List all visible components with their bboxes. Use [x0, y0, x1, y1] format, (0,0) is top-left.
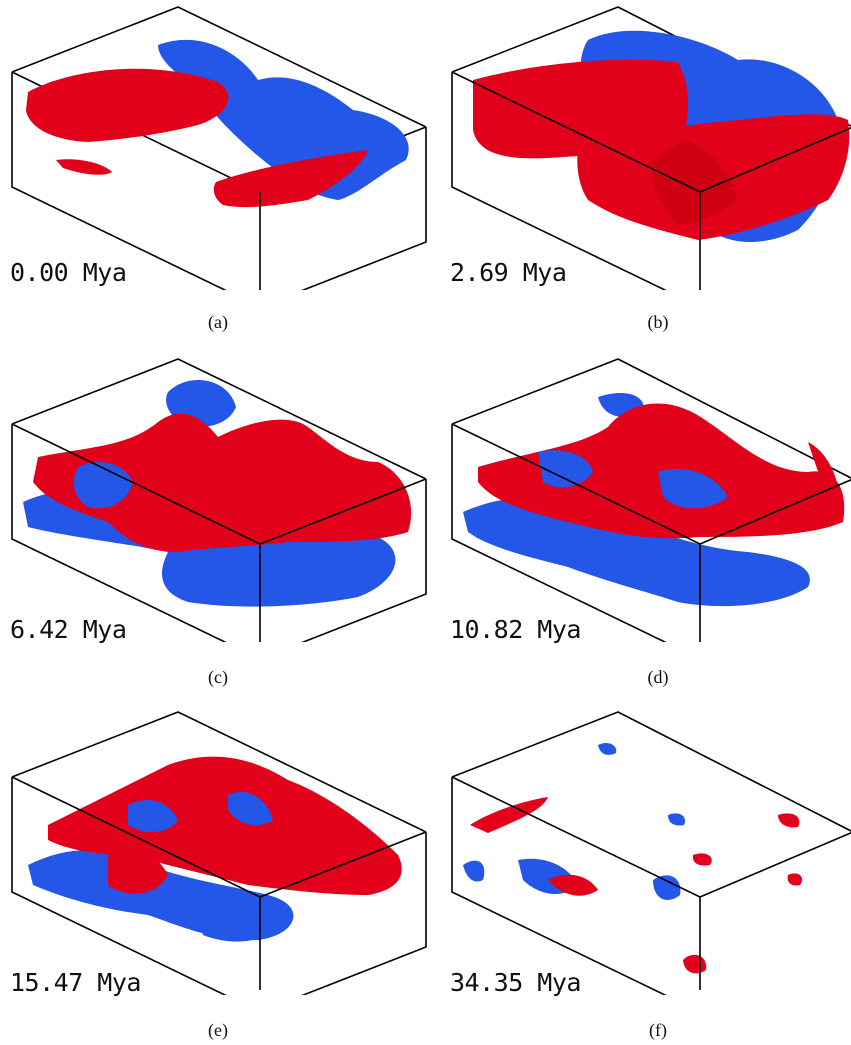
time-label: 6.42 Mya: [10, 615, 127, 644]
isosurface-render-c: [11, 358, 427, 642]
isosurface-render-a: [11, 6, 427, 290]
panel-a: 0.00 Mya (a): [8, 0, 428, 332]
isosurface-render-e: [11, 711, 427, 995]
panel-b: 2.69 Mya (b): [448, 0, 851, 332]
panel-caption: (a): [208, 312, 228, 332]
panel-caption: (d): [647, 667, 669, 687]
time-label: 15.47 Mya: [10, 968, 141, 997]
panel-d: 10.82 Mya (d): [448, 352, 851, 687]
panel-caption: (c): [208, 667, 228, 687]
isosurface-render-b: [451, 6, 851, 290]
time-label: 2.69 Mya: [450, 258, 567, 287]
time-label: 0.00 Mya: [10, 258, 127, 287]
panel-c: 6.42 Mya (c): [8, 352, 428, 687]
panel-caption: (e): [208, 1020, 228, 1040]
panel-caption: (f): [649, 1020, 667, 1040]
isosurface-render-f: [451, 711, 851, 995]
time-label: 10.82 Mya: [450, 615, 581, 644]
panel-f: 34.35 Mya (f): [448, 705, 851, 1040]
panel-e: 15.47 Mya (e): [8, 705, 428, 1040]
isosurface-render-d: [451, 358, 851, 642]
time-label: 34.35 Mya: [450, 968, 581, 997]
panel-caption: (b): [647, 312, 669, 332]
